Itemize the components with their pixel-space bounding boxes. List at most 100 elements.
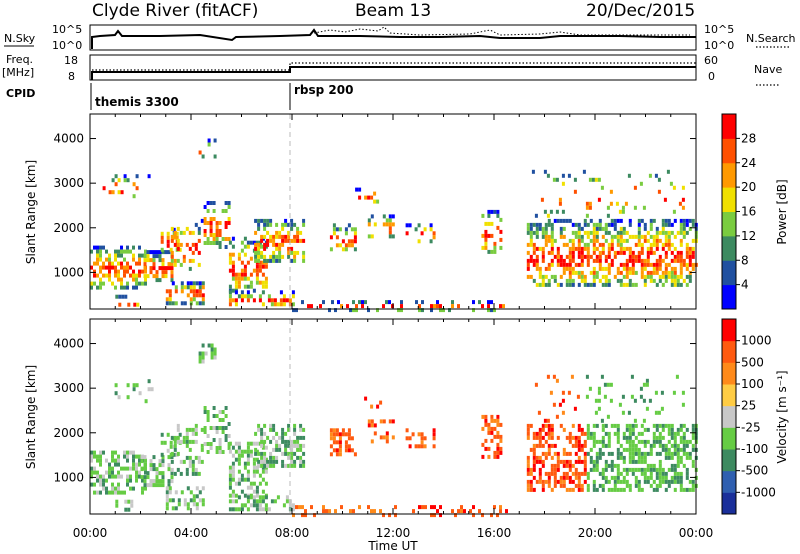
range-time-cell: [261, 280, 265, 285]
range-time-cell: [376, 404, 380, 409]
range-time-cell: [553, 443, 557, 448]
range-time-cell: [670, 423, 674, 428]
range-time-cell: [261, 264, 265, 269]
range-time-cell: [123, 450, 126, 455]
range-time-cell: [207, 142, 211, 147]
range-time-cell: [552, 177, 556, 182]
range-time-cell: [132, 182, 136, 187]
range-time-cell: [558, 402, 562, 407]
range-time-cell: [432, 235, 436, 240]
range-time-cell: [347, 239, 351, 244]
range-time-cell: [191, 250, 195, 255]
range-time-cell: [597, 406, 601, 411]
range-time-cell: [212, 237, 216, 241]
range-time-cell: [269, 238, 273, 243]
range-time-cell: [610, 487, 614, 492]
range-time-cell: [601, 282, 605, 287]
range-time-cell: [550, 262, 554, 267]
range-time-cell: [657, 189, 661, 194]
range-time-cell: [388, 218, 392, 223]
range-time-cell: [258, 499, 262, 504]
range-time-cell: [272, 234, 276, 239]
range-time-cell: [203, 426, 207, 430]
range-time-cell: [597, 398, 601, 403]
range-time-cell: [580, 246, 584, 251]
range-time-cell: [583, 459, 587, 464]
range-time-cell: [302, 238, 306, 243]
range-time-cell: [432, 231, 436, 236]
range-time-cell: [670, 250, 674, 255]
range-time-cell: [532, 447, 536, 452]
range-time-cell: [589, 435, 593, 440]
range-time-cell: [442, 308, 445, 313]
colorbar-segment: [722, 470, 736, 493]
range-time-cell: [290, 238, 294, 243]
range-time-cell: [350, 239, 354, 244]
range-time-cell: [287, 230, 291, 235]
range-time-cell: [639, 386, 643, 391]
range-time-cell: [246, 507, 250, 512]
range-time-cell: [634, 282, 638, 287]
range-time-cell: [499, 229, 503, 234]
range-time-cell: [385, 222, 389, 227]
range-time-cell: [185, 427, 189, 432]
range-time-cell: [301, 513, 304, 518]
range-time-cell: [167, 479, 171, 484]
range-time-cell: [685, 246, 689, 251]
range-time-cell: [246, 298, 250, 303]
range-time-cell: [338, 452, 342, 457]
range-time-cell: [580, 459, 584, 464]
range-time-cell: [658, 278, 662, 283]
range-time-cell: [275, 246, 279, 251]
range-time-cell: [284, 431, 288, 436]
range-time-cell: [490, 430, 494, 435]
range-time-cell: [166, 231, 170, 236]
range-time-cell: [264, 495, 268, 500]
range-time-cell: [349, 308, 352, 313]
range-time-cell: [529, 423, 533, 428]
range-time-cell: [344, 247, 348, 252]
range-time-cell: [313, 513, 316, 518]
range-time-cell: [194, 246, 198, 251]
range-time-cell: [284, 463, 288, 468]
range-time-cell: [640, 250, 644, 255]
range-time-cell: [263, 431, 267, 436]
range-time-cell: [347, 448, 351, 453]
range-time-cell: [105, 257, 108, 262]
range-time-cell: [631, 427, 635, 432]
range-time-cell: [213, 347, 217, 352]
range-time-cell: [126, 281, 129, 286]
range-time-cell: [255, 280, 259, 285]
range-time-cell: [655, 234, 659, 239]
range-time-cell: [310, 304, 313, 309]
range-time-cell: [574, 246, 578, 251]
x-axis-label: Time UT: [367, 539, 418, 553]
range-time-cell: [631, 250, 635, 255]
range-time-cell: [583, 471, 587, 476]
range-time-cell: [138, 470, 141, 475]
range-time-cell: [99, 454, 102, 459]
range-time-cell: [108, 277, 111, 282]
range-time-cell: [499, 422, 503, 427]
range-time-cell: [607, 266, 611, 271]
range-time-cell: [538, 226, 542, 231]
range-time-cell: [688, 439, 692, 444]
range-time-cell: [186, 506, 190, 511]
range-time-cell: [111, 281, 114, 286]
range-time-cell: [646, 258, 650, 263]
range-time-cell: [652, 467, 656, 472]
range-time-cell: [264, 264, 268, 269]
range-time-cell: [174, 490, 178, 495]
range-time-cell: [132, 273, 135, 278]
range-time-cell: [622, 487, 626, 492]
range-time-cell: [141, 253, 144, 258]
range-time-cell: [493, 450, 497, 455]
range-time-cell: [610, 467, 614, 472]
range-time-cell: [135, 383, 139, 388]
range-time-cell: [645, 406, 649, 411]
range-time-cell: [634, 242, 638, 247]
range-time-cell: [221, 209, 225, 213]
range-time-cell: [212, 426, 216, 430]
range-time-cell: [111, 454, 114, 459]
range-time-cell: [568, 274, 572, 279]
